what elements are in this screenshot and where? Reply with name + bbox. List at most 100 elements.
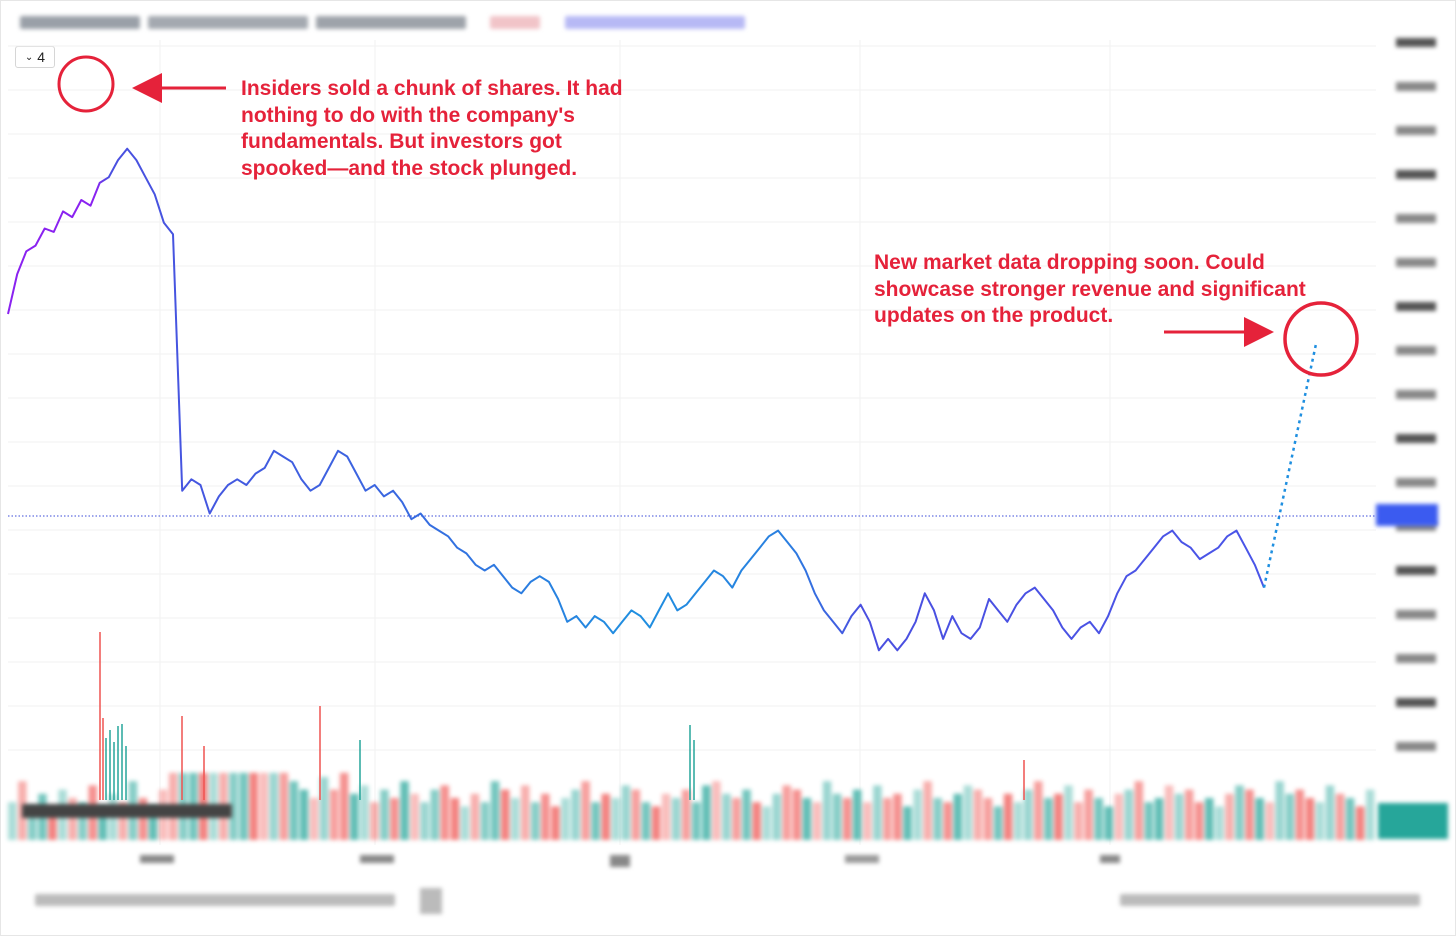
volume-bar — [1003, 793, 1013, 840]
volume-bar — [1064, 785, 1073, 840]
volume-bar — [1054, 793, 1063, 840]
volume-bar — [712, 781, 721, 840]
volume-bar — [531, 802, 540, 840]
annotation-line: fundamentals. But investors got — [241, 130, 562, 153]
volume-bar — [1355, 806, 1365, 840]
volume-bar — [1255, 798, 1264, 840]
volume-bar — [561, 798, 570, 840]
footer-toolbar-blurred — [0, 876, 1456, 926]
volume-bar — [1194, 802, 1204, 840]
volume-bar — [923, 781, 932, 840]
y-axis-label — [1396, 698, 1436, 707]
volume-bar — [1034, 781, 1043, 840]
volume-bar — [963, 785, 973, 840]
volume-bar — [631, 789, 641, 840]
volume-bar — [732, 798, 741, 840]
annotation-line: nothing to do with the company's — [241, 103, 575, 127]
volume-bar — [752, 802, 761, 840]
volume-bar — [842, 798, 852, 840]
volume-bar — [621, 785, 631, 840]
y-axis-label — [1396, 478, 1436, 487]
y-axis-label — [1396, 390, 1436, 399]
volume-bar — [1044, 798, 1053, 840]
annotation-line: updates on the product. — [874, 304, 1114, 327]
last-price-tag — [1376, 504, 1438, 526]
volume-bar — [1275, 781, 1284, 840]
volume-bar — [1345, 798, 1355, 840]
volume-bar — [360, 785, 369, 840]
volume-bar — [1074, 802, 1083, 840]
volume-bar — [571, 789, 580, 840]
volume-bar — [1365, 789, 1375, 840]
volume-bar — [239, 772, 248, 840]
annotation-market-data: New market data dropping soon. Could sho… — [874, 250, 1354, 330]
volume-spikes — [99, 632, 1025, 800]
volume-bar — [259, 772, 268, 840]
volume-bar — [1104, 806, 1113, 840]
volume-bar — [118, 802, 128, 840]
volume-bar — [400, 781, 409, 840]
volume-bar — [822, 781, 832, 840]
volume-bar — [48, 810, 57, 840]
y-axis-label — [1396, 302, 1436, 311]
y-axis-label — [1396, 654, 1436, 663]
volume-bar — [641, 802, 651, 840]
volume-bar — [591, 802, 600, 840]
volume-bar — [692, 802, 701, 840]
volume-bar — [651, 806, 661, 840]
volume-bar — [309, 798, 319, 840]
volume-bar — [742, 789, 751, 840]
volume-bar — [1094, 798, 1103, 840]
volume-bar — [370, 802, 379, 840]
volume-tag — [1378, 803, 1448, 839]
y-axis-labels — [1396, 38, 1436, 751]
volume-bar — [772, 793, 781, 840]
interval-value: 4 — [37, 49, 46, 65]
volume-bar — [329, 789, 339, 840]
volume-bar — [1305, 798, 1315, 840]
volume-bar — [883, 798, 892, 840]
y-axis-label — [1396, 126, 1436, 135]
volume-bar — [279, 772, 289, 840]
volume-bar — [611, 798, 620, 840]
volume-bar — [873, 785, 882, 840]
volume-bar — [430, 789, 439, 840]
volume-bar — [78, 802, 87, 840]
volume-bar — [1285, 793, 1294, 840]
volume-bar — [1174, 793, 1184, 840]
y-axis-label — [1396, 742, 1436, 751]
volume-bar — [973, 789, 983, 840]
volume-bar — [863, 802, 872, 840]
volume-bar — [661, 793, 671, 840]
y-axis-label — [1396, 434, 1436, 443]
volume-bar — [671, 798, 681, 840]
volume-bar — [269, 772, 278, 840]
volume-bar — [8, 802, 17, 840]
volume-bar — [993, 806, 1003, 840]
volume-bar — [1315, 802, 1325, 840]
volume-bar — [903, 806, 912, 840]
volume-bar — [460, 806, 470, 840]
volume-bar — [541, 793, 550, 840]
volume-bar — [1245, 789, 1254, 840]
volume-bar — [1265, 802, 1274, 840]
y-axis-label — [1396, 82, 1436, 91]
volume-bar — [852, 789, 862, 840]
volume-bar — [450, 798, 460, 840]
volume-bar — [420, 802, 429, 840]
volume-bar — [802, 798, 812, 840]
volume-bar — [1134, 781, 1144, 840]
volume-bar — [319, 777, 329, 840]
chart-grid — [8, 40, 1376, 845]
volume-bar — [339, 772, 349, 840]
volume-bar — [470, 793, 480, 840]
volume-bar — [933, 798, 942, 840]
volume-bar — [249, 772, 258, 840]
highlight-circle-peak — [57, 55, 115, 113]
volume-bar — [681, 789, 691, 840]
volume-bar — [98, 806, 107, 840]
volume-bar — [1295, 789, 1304, 840]
annotation-line: Insiders sold a chunk of shares. It had — [241, 77, 623, 100]
y-axis-label — [1396, 566, 1436, 575]
